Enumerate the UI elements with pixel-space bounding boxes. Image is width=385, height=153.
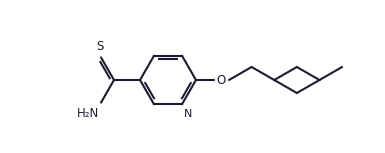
Text: O: O — [216, 73, 225, 86]
Text: S: S — [96, 40, 104, 53]
Text: N: N — [184, 109, 192, 119]
Text: H₂N: H₂N — [77, 107, 99, 120]
